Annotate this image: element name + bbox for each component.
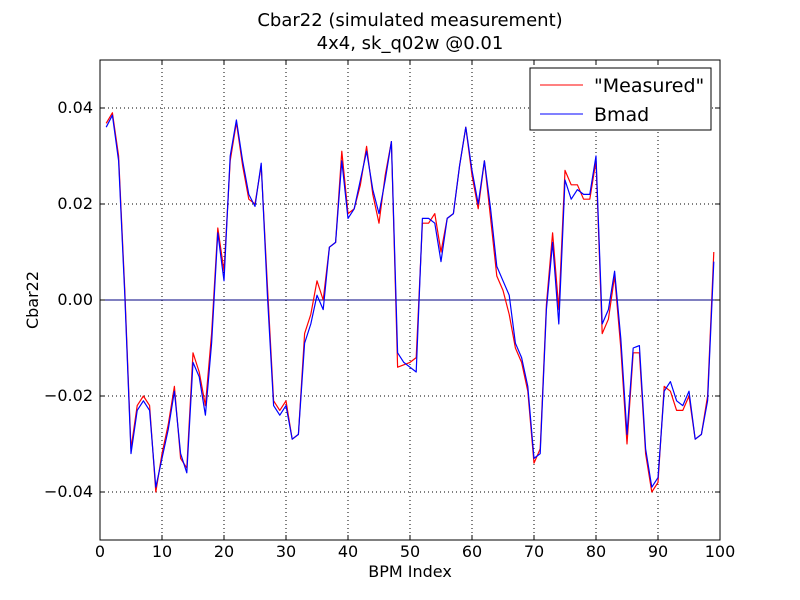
x-tick-label: 20 bbox=[214, 542, 234, 561]
x-tick-label: 40 bbox=[338, 542, 358, 561]
x-tick-label: 100 bbox=[705, 542, 736, 561]
x-tick-label: 50 bbox=[400, 542, 420, 561]
series-lines bbox=[105, 112, 715, 493]
legend: "Measured" Bmad bbox=[529, 67, 712, 131]
x-tick-label: 30 bbox=[276, 542, 296, 561]
y-tick-label: −0.04 bbox=[44, 482, 93, 501]
y-axis-label: Cbar22 bbox=[23, 271, 42, 329]
legend-label-measured: "Measured" bbox=[594, 75, 704, 97]
chart-subtitle: 4x4, sk_q02w @0.01 bbox=[317, 33, 504, 54]
x-tick-label: 60 bbox=[462, 542, 482, 561]
series-line-bmad bbox=[105, 114, 715, 488]
x-tick-label: 90 bbox=[648, 542, 668, 561]
legend-label-bmad: Bmad bbox=[594, 104, 649, 126]
x-tick-label: 80 bbox=[586, 542, 606, 561]
plot-area bbox=[99, 59, 721, 541]
x-axis-label: BPM Index bbox=[368, 562, 452, 581]
y-tick-label: 0.02 bbox=[57, 194, 93, 213]
y-tick-label: −0.02 bbox=[44, 386, 93, 405]
x-tick-label: 70 bbox=[524, 542, 544, 561]
x-tick-label: 0 bbox=[95, 542, 105, 561]
legend-box bbox=[529, 67, 712, 131]
y-tick-label: 0.04 bbox=[57, 98, 93, 117]
plot-frame bbox=[99, 59, 721, 541]
x-tick-labels: 0 10 20 30 40 50 60 70 80 90 100 bbox=[95, 542, 735, 561]
y-tick-label: 0.00 bbox=[57, 290, 93, 309]
y-tick-labels: −0.04 −0.02 0.00 0.02 0.04 bbox=[44, 98, 93, 501]
chart-title: Cbar22 (simulated measurement) bbox=[257, 10, 562, 31]
series-line-measured bbox=[105, 112, 715, 493]
x-tick-label: 10 bbox=[152, 542, 172, 561]
